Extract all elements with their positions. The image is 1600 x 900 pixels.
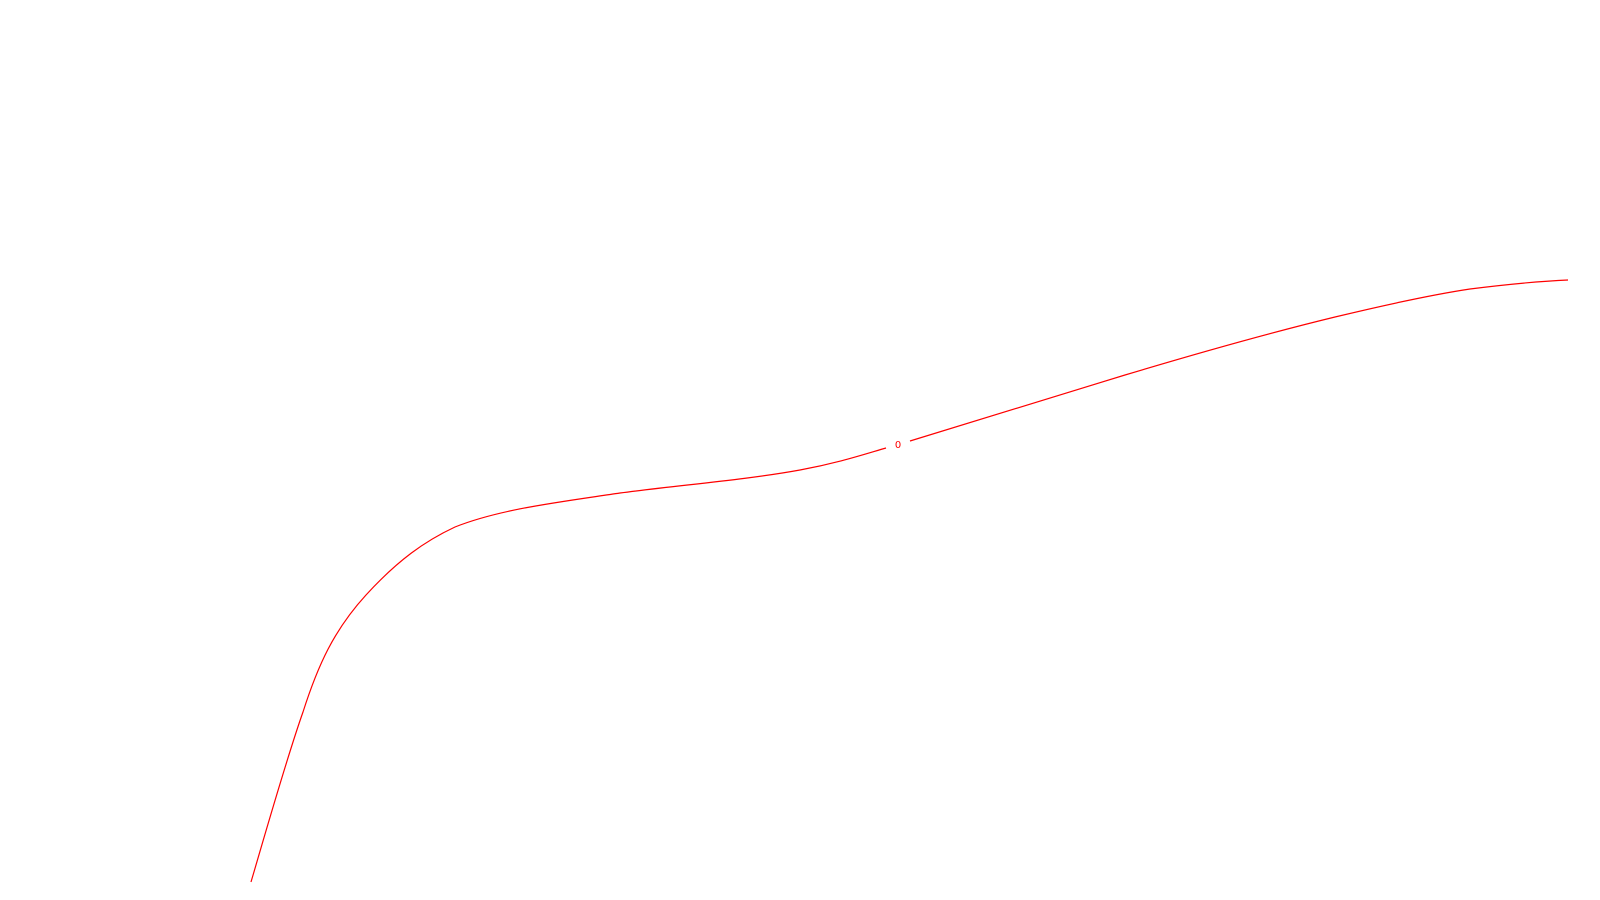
red-curve [250, 279, 1569, 883]
curve-contour-label: 0 [895, 440, 901, 451]
